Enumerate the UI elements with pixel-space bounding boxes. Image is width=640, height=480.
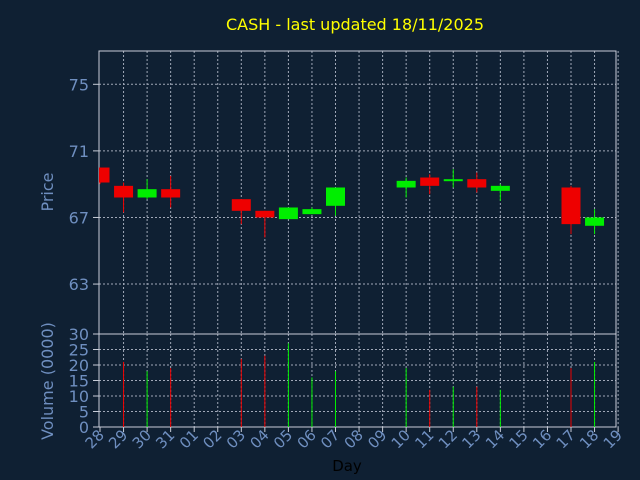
x-tick-label: 02 [199,426,225,452]
x-tick-label: 04 [246,426,272,452]
x-tick-label: 08 [341,426,367,452]
volume-y-tick-label: 10 [69,387,89,406]
x-tick-label: 16 [529,426,555,452]
candle-body [420,177,440,186]
x-tick-label: 09 [364,426,390,452]
candle-body [585,217,605,226]
x-axis-label: Day [332,457,362,475]
volume-y-tick-label: 30 [69,325,89,344]
x-tick-label: 14 [482,426,508,452]
x-tick-label: 01 [176,426,202,452]
price-axis-label: Price [38,172,57,211]
x-tick-label: 05 [270,426,296,452]
x-tick-label: 31 [152,426,178,452]
x-tick-label: 30 [129,426,155,452]
volume-axis-label: Volume (0000) [38,322,57,440]
volume-plot-border [98,333,617,428]
price-y-tick-label: 75 [69,75,89,94]
x-tick-label: 19 [600,426,626,452]
volume-y-tick-label: 5 [79,403,89,422]
candle-body [443,179,463,182]
x-tick-label: 11 [411,426,437,452]
price-panel: 63 67 71 75 [69,50,619,335]
chart-title: CASH - last updated 18/11/2025 [226,15,484,34]
candle-body [255,210,275,218]
x-tick-label: 13 [458,426,484,452]
candle-body [161,189,181,198]
candle-body [490,185,510,191]
volume-y-tick-label: 15 [69,372,89,391]
candle-body [114,185,134,198]
candle-body [278,207,298,220]
candle-body [99,167,110,183]
x-tick-label: 10 [388,426,414,452]
candle-body [231,199,251,211]
x-tick-label: 29 [105,426,131,452]
volume-y-tick-label: 25 [69,341,89,360]
x-tick-label: 03 [223,426,249,452]
price-y-tick-label: 71 [69,142,89,161]
x-tick-label: 15 [505,426,531,452]
x-tick-label: 12 [435,426,461,452]
candle-body [302,209,322,215]
x-tick-label: 18 [576,426,602,452]
candle-body [467,179,487,188]
x-tick-label: 06 [294,426,320,452]
volume-y-tick-label: 20 [69,356,89,375]
price-y-tick-label: 67 [69,208,89,227]
candle-body [561,187,581,225]
candle-body [396,180,416,188]
candle-body [326,187,345,206]
volume-y-tick-label: 0 [79,418,89,437]
x-tick-labels: 2829303101020304050607080910111213141516… [82,426,626,452]
x-tick-label: 17 [553,426,579,452]
x-tick-label: 07 [317,426,343,452]
price-y-tick-label: 63 [69,275,89,294]
candle-body [137,189,157,198]
